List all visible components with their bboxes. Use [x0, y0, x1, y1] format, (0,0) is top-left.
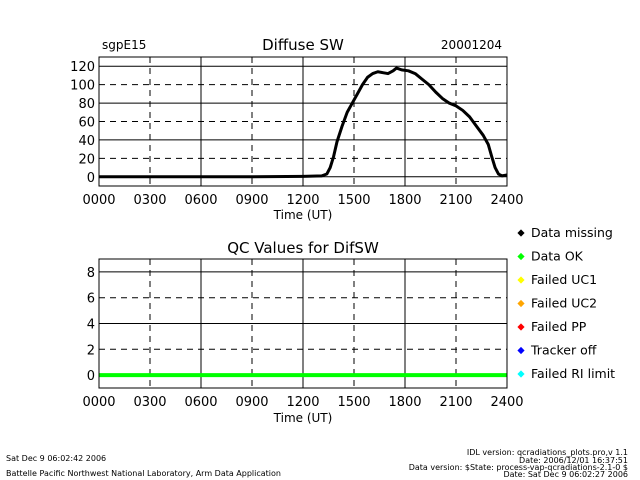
- x-tick-label: 2400: [490, 193, 523, 208]
- legend-label: Data OK: [531, 249, 584, 264]
- y-tick-labels: 0 20 40 60 80 100 120: [70, 60, 95, 186]
- x-tick-label: 0300: [133, 395, 166, 410]
- legend-marker: [517, 229, 525, 237]
- site-label: sgpE15: [102, 38, 146, 52]
- qc-values-chart: QC Values for DifSW 0 2 4 6 8 0000 0300 0600 09…: [82, 239, 523, 425]
- footer-lab: Battelle Pacific Northwest National Labo…: [6, 469, 281, 478]
- footer: Sat Dec 9 06:02:42 2006 Battelle Pacific…: [6, 448, 628, 479]
- series-line: [99, 66, 508, 179]
- date-label: 20001204: [441, 38, 502, 52]
- x-tick-label: 0600: [184, 395, 217, 410]
- y-tick-label: 120: [70, 60, 95, 75]
- chart-title: Diffuse SW: [262, 36, 344, 54]
- footer-idl-date: Date: 2006/12/01 16:37:51: [519, 456, 628, 465]
- x-tick-label: 2100: [439, 395, 472, 410]
- x-tick-label: 0000: [82, 395, 115, 410]
- x-axis-title: Time (UT): [273, 208, 333, 222]
- legend-marker: [517, 323, 525, 331]
- x-tick-label: 0900: [235, 193, 268, 208]
- plot-frame: [98, 258, 508, 389]
- y-tick-label: 8: [87, 266, 95, 281]
- legend-label: Failed UC2: [531, 296, 597, 311]
- legend-label: Failed PP: [531, 319, 587, 334]
- y-tick-labels: 0 2 4 6 8: [87, 266, 95, 384]
- legend-marker: [517, 346, 525, 355]
- x-tick-label: 0600: [184, 193, 217, 208]
- y-tick-label: 80: [78, 97, 95, 112]
- legend-label: Tracker off: [530, 343, 597, 358]
- legend-marker: [517, 252, 525, 261]
- y-tick-label: 0: [87, 369, 95, 384]
- y-tick-label: 0: [87, 171, 95, 186]
- y-tick-label: 100: [70, 79, 95, 94]
- y-tick-label: 60: [78, 116, 95, 131]
- y-tick-label: 20: [78, 152, 95, 167]
- x-tick-label: 1500: [337, 193, 370, 208]
- x-tick-labels: 0000 0300 0600 0900 1200 1500 1800 2100 2400: [82, 395, 523, 410]
- y-tick-label: 4: [87, 318, 95, 333]
- legend-marker: [517, 299, 525, 308]
- legend-label: Failed RI limit: [531, 366, 615, 381]
- plot-frame: [98, 56, 508, 187]
- x-tick-label: 1800: [388, 395, 421, 410]
- x-tick-label: 1200: [286, 395, 319, 410]
- x-tick-labels: 0000 0300 0600 0900 1200 1500 1800 2100 2400: [82, 193, 523, 208]
- footer-data-date: Date: Sat Dec 9 06:02:27 2006: [503, 470, 628, 479]
- x-axis-title: Time (UT): [273, 411, 333, 425]
- footer-run-date: Sat Dec 9 06:02:42 2006: [6, 454, 106, 463]
- x-tick-label: 1200: [286, 193, 319, 208]
- grid: [99, 57, 507, 186]
- x-tick-label: 0000: [82, 193, 115, 208]
- footer-idl-version: IDL version: qcradiations_plots.pro,v 1.…: [467, 448, 628, 457]
- x-tick-label: 0300: [133, 193, 166, 208]
- y-tick-label: 40: [78, 134, 95, 149]
- y-tick-label: 2: [87, 343, 95, 358]
- legend-marker: [517, 276, 525, 284]
- legend-label: Failed UC1: [531, 272, 597, 287]
- x-tick-label: 1800: [388, 193, 421, 208]
- x-tick-label: 1500: [337, 395, 370, 410]
- x-tick-label: 0900: [235, 395, 268, 410]
- series-layer: [99, 66, 508, 179]
- legend-marker: [517, 370, 525, 378]
- y-tick-label: 6: [87, 292, 95, 307]
- legend-label: Data missing: [531, 225, 613, 240]
- grid: [99, 259, 507, 388]
- x-tick-label: 2100: [439, 193, 472, 208]
- footer-data-version: Data version: $State: process-vap-qcradi…: [409, 463, 628, 472]
- legend: Data missing Data OK Failed UC1 Failed UC2 F…: [517, 225, 615, 381]
- x-tick-label: 2400: [490, 395, 523, 410]
- chart-title: QC Values for DifSW: [227, 239, 379, 257]
